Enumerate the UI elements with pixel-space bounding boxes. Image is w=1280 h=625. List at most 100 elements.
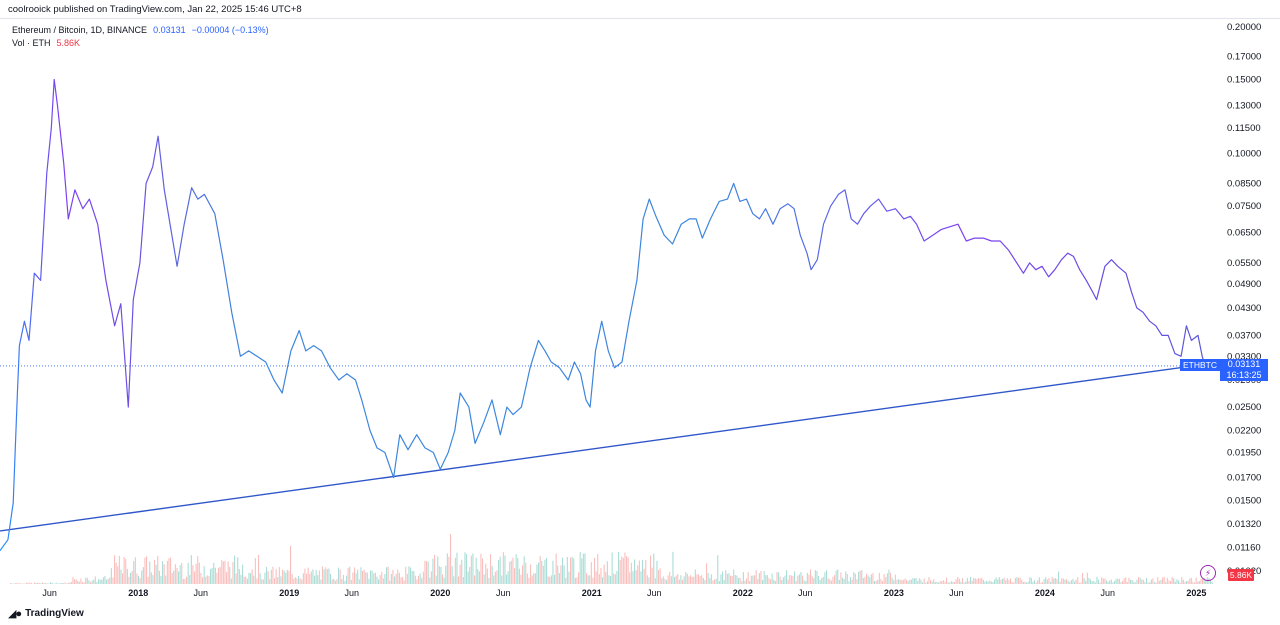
footer-brand[interactable]: ◢● TradingView — [8, 607, 84, 620]
volume-bar — [736, 575, 738, 584]
volume-bar — [451, 566, 453, 584]
volume-bar — [1173, 578, 1175, 584]
volume-bar — [827, 578, 829, 584]
volume-bar — [411, 571, 413, 584]
volume-bar — [773, 579, 775, 584]
volume-bar — [701, 575, 703, 584]
volume-bar — [1008, 580, 1010, 584]
volume-bar — [861, 570, 863, 584]
volume-bar — [1056, 579, 1058, 584]
volume-bar — [1179, 582, 1181, 584]
volume-bar — [462, 577, 464, 584]
volume-bar — [1035, 582, 1037, 584]
x-tick-label: 2022 — [733, 588, 753, 598]
volume-bar — [130, 572, 132, 584]
volume-bar — [427, 561, 429, 584]
volume-bar — [475, 557, 477, 584]
volume-bar — [722, 571, 724, 584]
volume-bar — [888, 569, 890, 584]
volume-bar — [720, 574, 722, 584]
volume-bar — [24, 583, 26, 584]
volume-bar — [146, 556, 148, 584]
volume-bar — [125, 559, 127, 584]
volume-bar — [629, 572, 631, 584]
volume-bar — [1002, 578, 1004, 584]
volume-label[interactable]: Vol · ETH — [12, 38, 51, 48]
volume-bar — [658, 570, 660, 584]
volume-bar — [944, 581, 946, 584]
volume-bar — [802, 575, 804, 584]
volume-bar — [598, 574, 600, 584]
volume-bar — [877, 579, 879, 584]
volume-bar — [1154, 582, 1156, 584]
volume-bar — [946, 577, 948, 584]
volume-bar — [842, 577, 844, 584]
volume-bar — [656, 560, 658, 584]
volume-bar — [16, 582, 18, 584]
volume-bar — [120, 569, 122, 584]
volume-bar — [930, 580, 932, 584]
volume-bar — [272, 566, 274, 584]
volume-bar — [1064, 579, 1066, 584]
volume-bar — [251, 569, 253, 584]
volume-bar — [862, 578, 864, 584]
volume-bar — [11, 583, 13, 584]
volume-bar — [349, 566, 351, 584]
volume-bar — [160, 575, 162, 584]
volume-bar — [1198, 581, 1200, 584]
x-tick-label: Jun — [949, 588, 964, 598]
price-badge-value: 0.03131 — [1227, 359, 1261, 369]
volume-bar — [1131, 580, 1133, 584]
volume-bar — [378, 579, 380, 584]
volume-bar — [376, 576, 378, 584]
volume-bar — [326, 569, 328, 584]
volume-bar — [222, 561, 224, 584]
volume-bar — [464, 552, 466, 584]
volume-bar — [61, 583, 63, 584]
volume-bar — [224, 560, 226, 584]
lightning-icon[interactable]: ⚡ — [1200, 565, 1216, 581]
volume-bar — [965, 581, 967, 584]
volume-bar — [824, 572, 826, 584]
volume-bar — [909, 579, 911, 584]
symbol-row[interactable]: Ethereum / Bitcoin, 1D, BINANCE 0.03131 … — [12, 24, 269, 37]
support-trendline[interactable] — [0, 363, 1206, 532]
volume-bar — [704, 580, 706, 584]
volume-bar — [1107, 581, 1109, 584]
volume-bar — [1013, 582, 1015, 584]
volume-bar — [466, 554, 468, 584]
volume-bar — [293, 578, 295, 584]
volume-bar — [194, 571, 196, 584]
volume-bar — [1162, 577, 1164, 584]
volume-bar — [1187, 580, 1189, 584]
volume-bar — [875, 580, 877, 584]
y-axis[interactable]: 0.20000 0.17000 0.15000 0.13000 0.11500 0.100… — [1227, 22, 1261, 577]
volume-bar — [216, 572, 218, 584]
volume-bar — [139, 578, 141, 584]
symbol-title[interactable]: Ethereum / Bitcoin, 1D, BINANCE — [12, 25, 148, 35]
volume-bar — [342, 575, 344, 584]
volume-bar — [294, 577, 296, 584]
volume-bar — [950, 581, 952, 584]
x-axis[interactable]: Jun 2018 Jun 2019 Jun 2020 Jun 2021 Jun 2022 Jun 20… — [42, 588, 1206, 598]
volume-bar — [56, 582, 58, 584]
volume-bar — [587, 575, 589, 584]
volume-bar — [141, 570, 143, 584]
volume-bar — [178, 571, 180, 584]
volume-bar — [536, 564, 538, 584]
volume-bar — [1000, 579, 1002, 584]
volume-bar — [874, 581, 876, 584]
volume-bar — [962, 578, 964, 584]
volume-bar — [114, 555, 116, 584]
volume-bar — [550, 575, 552, 584]
volume-bar — [74, 579, 76, 584]
volume-row[interactable]: Vol · ETH 5.86K — [12, 37, 269, 50]
volume-bar — [813, 578, 815, 584]
volume-bar — [1205, 580, 1207, 584]
volume-bar — [426, 561, 428, 584]
volume-bar — [669, 571, 671, 584]
y-tick-label: 0.04900 — [1227, 279, 1261, 290]
volume-bar — [1130, 579, 1132, 584]
volume-bar — [310, 571, 312, 584]
